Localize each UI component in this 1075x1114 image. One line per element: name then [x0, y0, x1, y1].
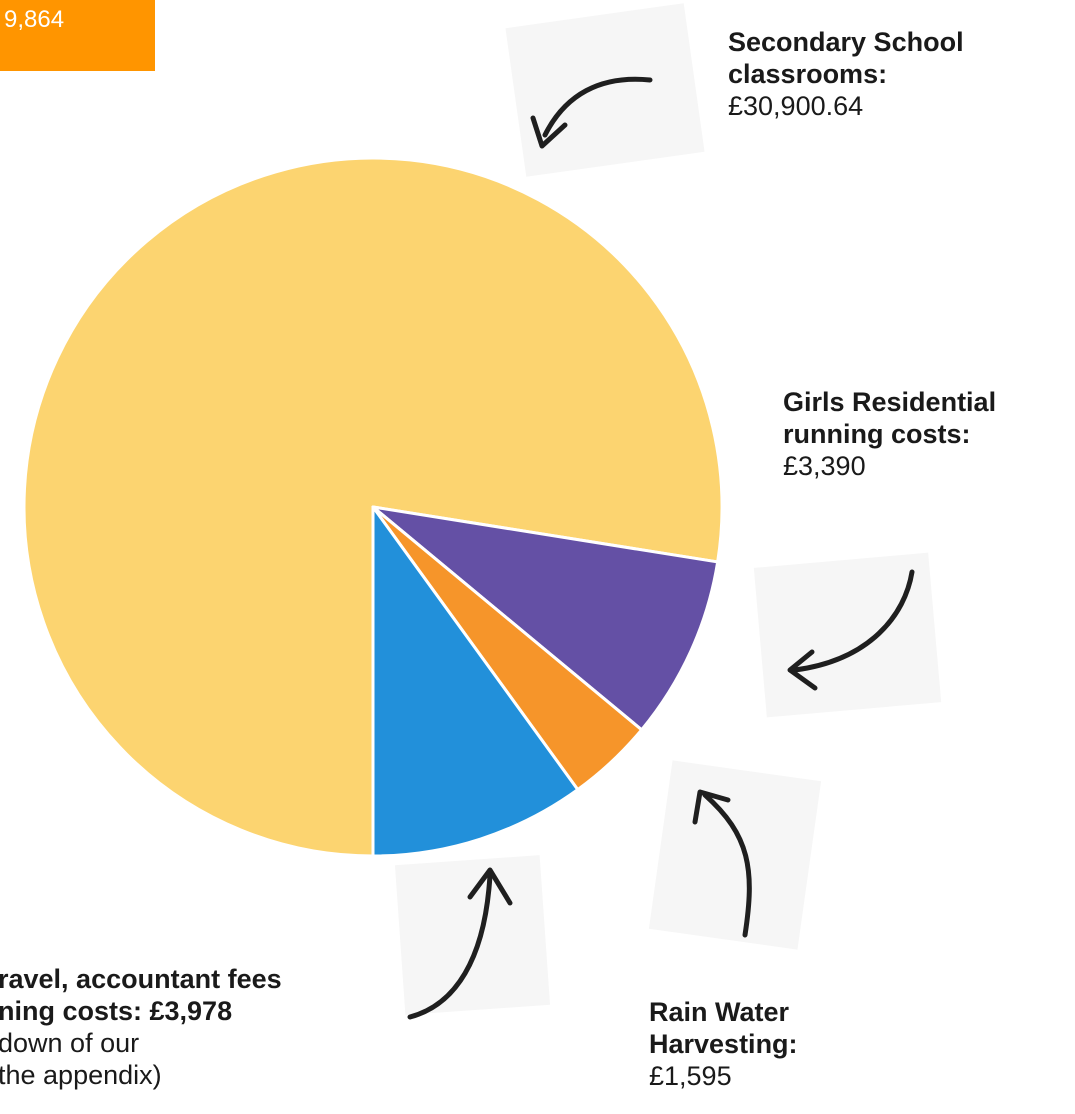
- label-title: running costs:: [783, 419, 971, 449]
- label-secondary: Secondary School classrooms: £30,900.64: [728, 26, 964, 122]
- pie-slice-2: [371, 505, 720, 732]
- total-text: 9,864: [4, 6, 65, 33]
- arrowhead-icon: [787, 649, 818, 691]
- label-title: Rain Water: [649, 997, 790, 1027]
- pie-slice-4: [371, 505, 580, 858]
- label-rain: Rain Water Harvesting: £1,595: [649, 996, 798, 1092]
- label-title: ning costs: £3,978: [0, 996, 233, 1026]
- label-girls: Girls Residential running costs: £3,390: [783, 386, 996, 482]
- label-travel: ravel, accountant fees ning costs: £3,97…: [0, 963, 282, 1091]
- arrowhead-icon: [692, 789, 731, 825]
- label-title: Girls Residential: [783, 387, 997, 417]
- arrow-to-girls-icon: [792, 569, 915, 673]
- label-title: Harvesting:: [649, 1029, 798, 1059]
- label-title: classrooms:: [728, 59, 888, 89]
- label-title: Secondary School: [728, 27, 964, 57]
- label-text: the appendix): [0, 1060, 162, 1090]
- arrowhead-icon: [530, 115, 568, 149]
- label-title: ravel, accountant fees: [0, 964, 282, 994]
- arrow-to-travel-icon: [407, 872, 493, 1020]
- label-value: £3,390: [783, 451, 866, 481]
- arrow-to-secondary-icon: [542, 76, 653, 138]
- arrow-to-rain-icon: [702, 792, 752, 938]
- label-text: down of our: [0, 1028, 140, 1058]
- label-value: £1,595: [649, 1061, 732, 1091]
- arrowhead-icon: [467, 867, 513, 906]
- total-box: 9,864: [0, 0, 155, 71]
- label-value: £30,900.64: [728, 91, 864, 121]
